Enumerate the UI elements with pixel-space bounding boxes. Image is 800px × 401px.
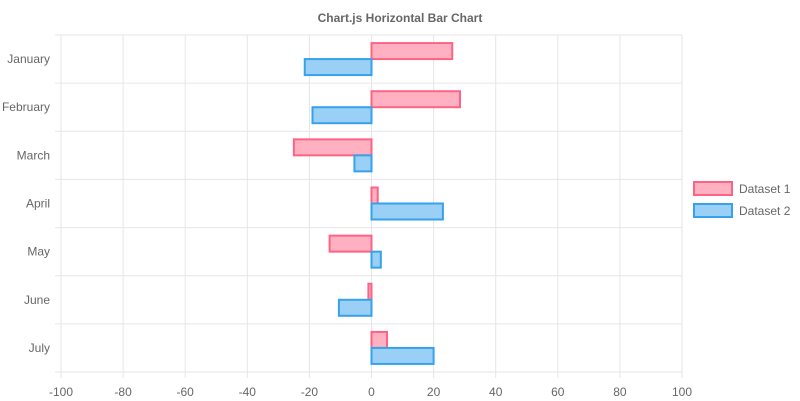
bar-2-april xyxy=(370,202,444,221)
bar-1-may xyxy=(328,234,373,253)
legend-swatch xyxy=(693,203,733,218)
x-tick-label: -40 xyxy=(239,385,257,399)
bar-1-june xyxy=(367,282,373,301)
axes: -100 -80 -60 -40 -20 0 20 40 60 80 100 January Febru… xyxy=(2,52,692,399)
bar-2-january xyxy=(303,58,373,77)
y-tick-label: June xyxy=(24,293,50,307)
x-tick-label: 0 xyxy=(368,385,375,399)
legend-label: Dataset 2 xyxy=(739,204,791,218)
legend-label: Dataset 1 xyxy=(739,182,791,196)
y-tick-label: February xyxy=(2,100,50,114)
bar-1-july xyxy=(370,330,389,349)
x-tick-label: 100 xyxy=(672,385,692,399)
bar-2-july xyxy=(370,346,435,365)
legend-swatch xyxy=(693,181,733,196)
bar-2-march xyxy=(353,154,373,173)
y-tick-label: April xyxy=(26,197,50,211)
x-tick-label: -60 xyxy=(177,385,195,399)
bar-1-january xyxy=(370,42,454,61)
x-tick-label: -20 xyxy=(301,385,319,399)
y-tick-label: March xyxy=(17,148,50,162)
bar-2-june xyxy=(337,298,373,317)
legend: Dataset 1 Dataset 2 xyxy=(693,181,791,218)
x-tick-label: 40 xyxy=(489,385,503,399)
bar-1-february xyxy=(370,90,461,109)
chart-title: Chart.js Horizontal Bar Chart xyxy=(318,11,483,25)
y-tick-label: May xyxy=(27,245,50,259)
x-tick-label: 20 xyxy=(427,385,441,399)
x-tick-label: -80 xyxy=(114,385,132,399)
x-tick-label: 80 xyxy=(613,385,627,399)
x-tick-label: -100 xyxy=(49,385,73,399)
bar-1-march xyxy=(292,138,373,157)
bars xyxy=(292,42,461,365)
y-tick-label: July xyxy=(29,341,50,355)
bar-2-february xyxy=(311,106,373,125)
bar-1-april xyxy=(370,186,379,205)
y-tick-label: January xyxy=(7,52,50,66)
x-tick-label: 60 xyxy=(551,385,565,399)
bar-2-may xyxy=(370,250,382,269)
grid-lines xyxy=(55,34,683,378)
